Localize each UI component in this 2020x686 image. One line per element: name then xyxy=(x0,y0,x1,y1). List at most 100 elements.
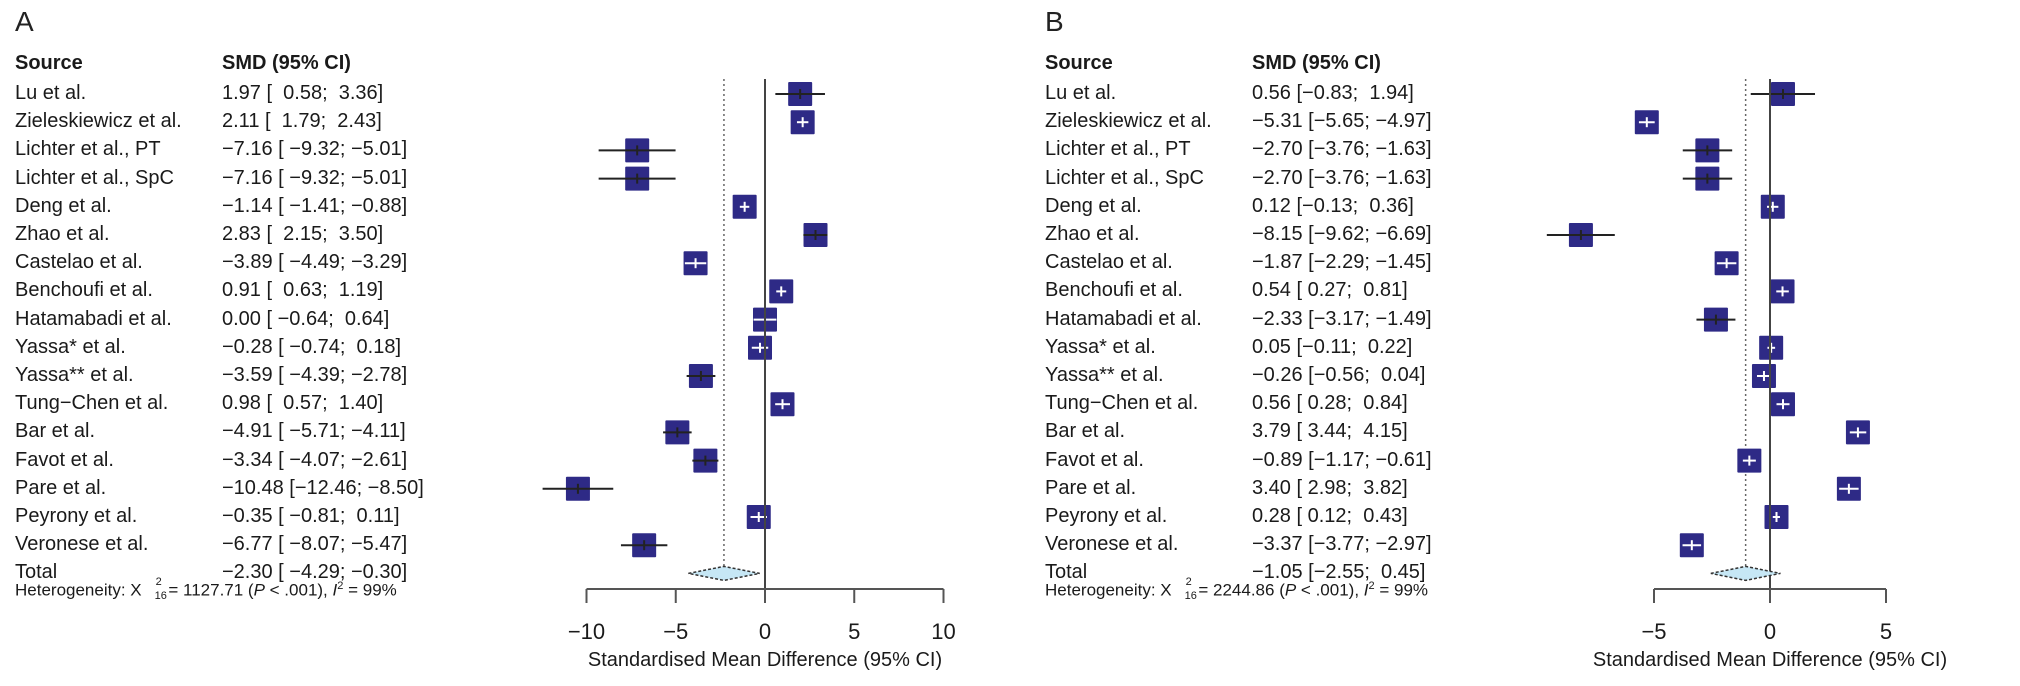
study-marker xyxy=(803,223,828,247)
heterogeneity-stats: Heterogeneity: X 2 16 = 1127.71 (P < .001)… xyxy=(15,576,397,602)
study-name: Castelao et al. xyxy=(1045,251,1173,274)
study-marker xyxy=(1764,505,1789,529)
study-marker xyxy=(1737,448,1762,473)
total-smd-value: −2.30 [ −4.29; −0.30] xyxy=(222,561,408,584)
forest-panel-a: A Source SMD (95% CI) Lu et al. 1.97 [ 0.… xyxy=(15,6,956,671)
panel-label: B xyxy=(1045,6,1064,37)
study-smd-value: 0.05 [−0.11; 0.22] xyxy=(1252,335,1413,358)
study-name: Deng et al. xyxy=(1045,194,1142,217)
study-name: Benchoufi et al. xyxy=(1045,279,1183,302)
study-name: Pare et al. xyxy=(1045,476,1137,499)
study-marker xyxy=(775,82,825,106)
study-smd-value: −3.89 [ −4.49; −3.29] xyxy=(222,251,408,274)
study-smd-value: 0.12 [−0.13; 0.36] xyxy=(1252,194,1414,217)
chi-value: = 1127.71 ( xyxy=(163,580,254,600)
smd-column-header: SMD (95% CI) xyxy=(222,52,351,74)
study-smd-value: 0.56 [ 0.28; 0.84] xyxy=(1252,392,1408,415)
i-sup: 2 xyxy=(1368,580,1375,592)
study-name: Lu et al. xyxy=(1045,82,1117,104)
study-marker xyxy=(1759,335,1784,360)
study-name: Tung−Chen et al. xyxy=(1045,392,1199,415)
chi-sup: 2 xyxy=(155,575,162,588)
study-marker xyxy=(683,251,708,276)
i-sup: 2 xyxy=(337,580,344,592)
chi-square-indices: 2 16 xyxy=(1172,576,1197,602)
study-smd-value: −10.48 [−12.46; −8.50] xyxy=(222,476,424,499)
panel-label: A xyxy=(15,6,34,37)
study-name: Tung−Chen et al. xyxy=(15,392,169,415)
study-name: Yassa* et al. xyxy=(15,335,126,358)
p-value: < .001), xyxy=(264,580,333,600)
study-smd-value: 3.40 [ 2.98; 3.82] xyxy=(1252,476,1408,499)
study-marker xyxy=(748,335,773,360)
study-name: Zhao et al. xyxy=(1045,223,1140,245)
study-smd-value: −1.14 [ −1.41; −0.88] xyxy=(222,194,408,217)
study-name: Pare et al. xyxy=(15,476,107,499)
study-smd-value: −2.33 [−3.17; −1.49] xyxy=(1252,307,1432,330)
study-marker xyxy=(790,110,815,135)
study-marker xyxy=(1750,82,1816,106)
study-smd-value: −4.91 [ −5.71; −4.11] xyxy=(222,420,406,443)
study-marker xyxy=(746,505,771,529)
total-label: Total xyxy=(15,561,58,584)
p-label: P xyxy=(253,580,265,600)
study-name: Bar et al. xyxy=(15,420,96,443)
study-name: Lichter et al., PT xyxy=(1045,138,1191,161)
study-name: Lu et al. xyxy=(15,82,87,104)
study-marker xyxy=(620,533,668,558)
x-tick-label: 10 xyxy=(931,619,955,644)
p-value: < .001), xyxy=(1296,580,1364,600)
p-label: P xyxy=(1284,580,1297,600)
study-smd-value: 0.00 [ −0.64; 0.64] xyxy=(222,307,390,330)
study-smd-value: −2.70 [−3.76; −1.63] xyxy=(1252,166,1432,189)
x-tick-label: 5 xyxy=(848,619,860,644)
study-smd-value: 0.91 [ 0.63; 1.19] xyxy=(222,279,384,302)
study-marker xyxy=(1682,138,1733,163)
study-smd-value: 2.83 [ 2.15; 3.50] xyxy=(222,223,384,245)
study-name: Zieleskiewicz et al. xyxy=(15,110,182,133)
i-value: = 99% xyxy=(1374,580,1429,600)
source-column-header: Source xyxy=(15,52,83,74)
study-marker xyxy=(542,476,614,501)
study-marker xyxy=(598,138,676,163)
x-axis-title: Standardised Mean Difference (95% CI) xyxy=(588,649,942,671)
study-smd-value: −3.59 [ −4.39; −2.78] xyxy=(222,364,408,386)
het-prefix: Heterogeneity: X xyxy=(15,580,142,600)
study-name: Hatamabadi et al. xyxy=(1045,307,1202,330)
x-tick-label: 0 xyxy=(759,619,771,644)
smd-column-header: SMD (95% CI) xyxy=(1252,52,1381,74)
total-label: Total xyxy=(1045,561,1088,584)
study-name: Peyrony et al. xyxy=(15,505,138,527)
chi-square-indices: 2 16 xyxy=(142,576,167,602)
study-smd-value: −0.28 [ −0.74; 0.18] xyxy=(222,335,402,358)
study-marker xyxy=(770,392,795,417)
study-smd-value: −0.89 [−1.17; −0.61] xyxy=(1252,448,1432,471)
study-name: Favot et al. xyxy=(15,448,114,471)
x-tick-label: 5 xyxy=(1880,619,1892,644)
study-name: Peyrony et al. xyxy=(1045,505,1168,527)
total-smd-value: −1.05 [−2.55; 0.45] xyxy=(1252,561,1426,584)
total-effect-diamond xyxy=(688,565,760,582)
study-name: Favot et al. xyxy=(1045,448,1144,471)
chi-sup: 2 xyxy=(1185,575,1192,588)
forest-plot-b: −5 0 5 Standardised Mean Difference (95% CI… xyxy=(1546,79,1947,671)
study-name: Zieleskiewicz et al. xyxy=(1045,110,1212,133)
study-marker xyxy=(1770,279,1795,304)
study-marker xyxy=(598,166,676,191)
study-name: Castelao et al. xyxy=(15,251,143,274)
study-smd-value: 1.97 [ 0.58; 3.36] xyxy=(222,82,384,104)
study-marker xyxy=(1634,110,1659,135)
study-smd-value: 0.56 [−0.83; 1.94] xyxy=(1252,82,1414,104)
study-smd-value: −0.35 [ −0.81; 0.11] xyxy=(222,505,400,527)
study-marker xyxy=(1751,364,1776,388)
x-tick-label: 0 xyxy=(1764,619,1776,644)
x-tick-label: −5 xyxy=(1641,619,1666,644)
chi-sub: 16 xyxy=(154,589,167,602)
study-name: Zhao et al. xyxy=(15,223,110,245)
study-name: Lichter et al., SpC xyxy=(1045,166,1204,189)
study-name: Deng et al. xyxy=(15,194,112,217)
study-smd-value: −5.31 [−5.65; −4.97] xyxy=(1252,110,1432,133)
study-marker xyxy=(1836,476,1861,501)
study-name: Yassa** et al. xyxy=(15,364,134,386)
forest-panel-b: B Source SMD (95% CI) Lu et al. 0.56 [−0.… xyxy=(1030,0,2020,686)
